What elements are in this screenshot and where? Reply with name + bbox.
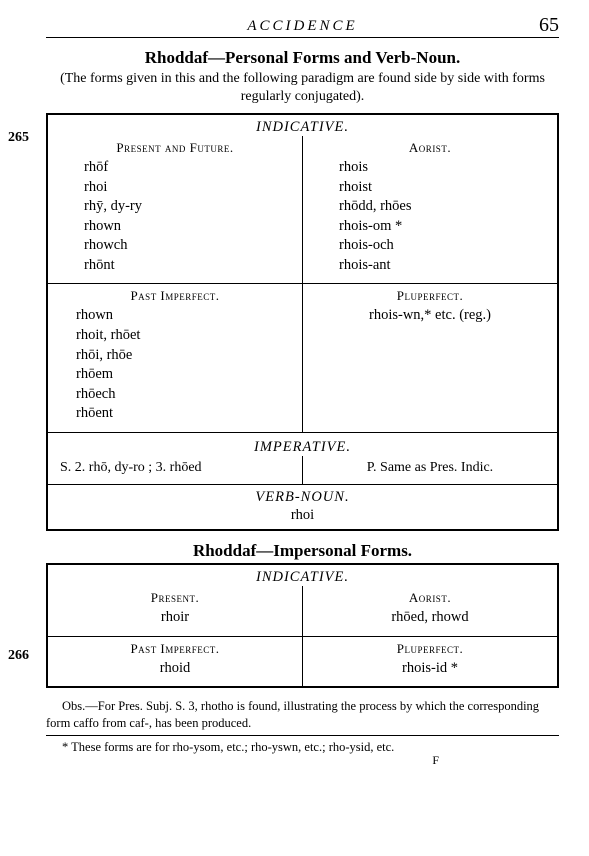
running-head: ACCIDENCE 65 (46, 18, 559, 35)
observation-note: Obs.—For Pres. Subj. S. 3, rhotho is fou… (46, 698, 559, 731)
past-imperfect-forms: rhown rhoit, rhōet rhōi, rhōe rhōem rhōe… (56, 306, 294, 423)
imperative-plural: P. Same as Pres. Indic. (303, 456, 559, 485)
past-imperfect-form-2: rhoid (56, 659, 294, 679)
verbnoun-form: rhoi (52, 506, 553, 526)
pluperfect-forms: rhois-wn,* etc. (reg.) (311, 306, 549, 326)
tense-past-imperfect-2: Past Imperfect. (56, 641, 294, 657)
tense-pluperfect-2: Pluperfect. (311, 641, 549, 657)
running-title: ACCIDENCE (247, 18, 357, 34)
paradigm-table-impersonal: INDICATIVE. Present. rhoir Aorist. rhōed… (46, 563, 559, 688)
mood-indicative: INDICATIVE. (47, 114, 558, 136)
tense-aorist: Aorist. (311, 140, 549, 156)
footnote-rule (46, 735, 559, 736)
page-number: 65 (539, 14, 559, 37)
present-form-2: rhoir (56, 608, 294, 628)
present-forms: rhōf rhoi rhȳ, dy-ry rhown rhowch rhōnt (56, 158, 294, 275)
tense-present-2: Present. (56, 590, 294, 606)
section-subtitle-1: (The forms given in this and the followi… (46, 70, 559, 105)
top-rule (46, 37, 559, 38)
aorist-forms: rhois rhoist rhōdd, rhōes rhois-om * rho… (311, 158, 549, 275)
paradigm-table-personal: INDICATIVE. Present and Future. rhōf rho… (46, 113, 559, 531)
section-title-1: Rhoddaf—Personal Forms and Verb-Noun. (46, 48, 559, 68)
verbnoun-label: VERB-NOUN. (52, 489, 553, 506)
tense-pluperfect: Pluperfect. (311, 288, 549, 304)
mood-indicative-2: INDICATIVE. (47, 564, 558, 586)
signature-mark: F (46, 753, 559, 768)
tense-aorist-2: Aorist. (311, 590, 549, 606)
section-title-2: Rhoddaf—Impersonal Forms. (46, 541, 559, 561)
imperative-singular: S. 2. rhō, dy-ro ; 3. rhōed (47, 456, 303, 485)
mood-imperative: IMPERATIVE. (47, 432, 558, 456)
section-number-266: 266 (8, 648, 29, 664)
tense-present-future: Present and Future. (56, 140, 294, 156)
tense-past-imperfect: Past Imperfect. (56, 288, 294, 304)
pluperfect-form-2: rhois-id * (311, 659, 549, 679)
aorist-form-2: rhōed, rhowd (311, 608, 549, 628)
section-number-265: 265 (8, 130, 29, 146)
